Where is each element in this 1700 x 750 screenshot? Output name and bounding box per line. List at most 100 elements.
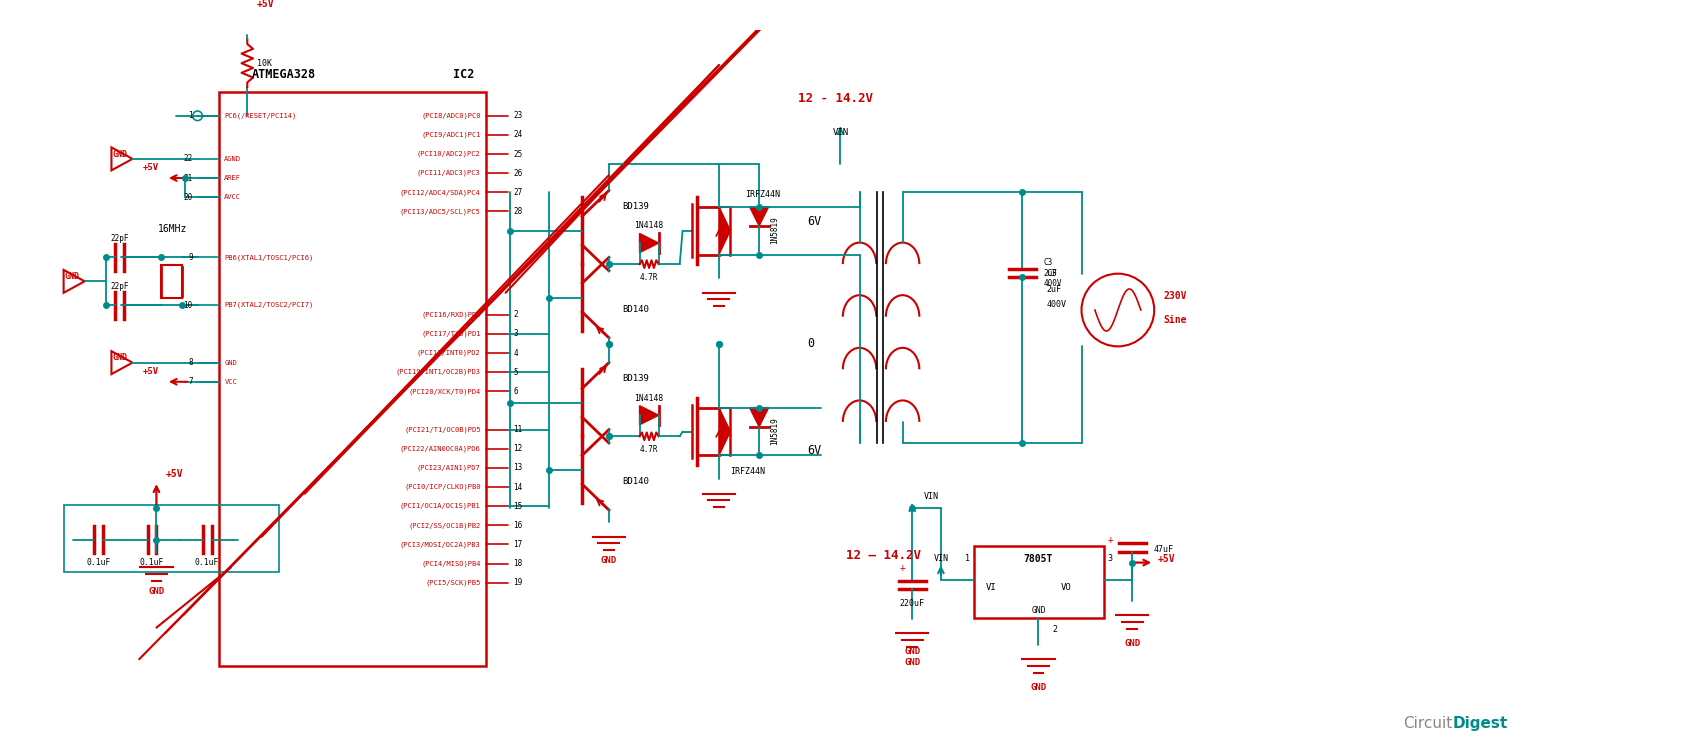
Text: 12 – 14.2V: 12 – 14.2V	[847, 550, 921, 562]
Text: (PCI5/SCK)PB5: (PCI5/SCK)PB5	[425, 580, 481, 586]
Text: GND: GND	[148, 586, 165, 596]
Text: 2: 2	[1052, 625, 1057, 634]
Text: 4.7R: 4.7R	[639, 273, 658, 282]
Text: BD139: BD139	[622, 202, 649, 211]
Text: 0.1uF: 0.1uF	[139, 558, 163, 567]
Text: (PCI3/MOSI/OC2A)PB3: (PCI3/MOSI/OC2A)PB3	[400, 542, 481, 548]
Text: (PCI19/INT1/OC2B)PD3: (PCI19/INT1/OC2B)PD3	[396, 369, 481, 376]
Text: 7: 7	[189, 377, 192, 386]
Text: 2uF: 2uF	[1046, 286, 1061, 295]
Text: GND: GND	[904, 658, 920, 667]
Text: 25: 25	[513, 149, 522, 158]
Text: 28: 28	[513, 207, 522, 216]
Text: 12 - 14.2V: 12 - 14.2V	[797, 92, 874, 105]
Text: 14: 14	[513, 482, 522, 491]
Text: +5V: +5V	[143, 164, 160, 172]
Text: 23: 23	[513, 111, 522, 120]
Text: GND: GND	[112, 353, 128, 362]
Polygon shape	[719, 407, 731, 455]
Text: 4.7R: 4.7R	[639, 446, 658, 454]
Text: +: +	[899, 563, 906, 573]
Text: 13: 13	[513, 464, 522, 472]
Text: (PCI22/AIN0OC0A)PD6: (PCI22/AIN0OC0A)PD6	[400, 446, 481, 452]
Text: (PCI9/ADC1)PC1: (PCI9/ADC1)PC1	[422, 132, 481, 138]
Text: 8: 8	[189, 358, 192, 368]
Text: 10: 10	[184, 301, 192, 310]
Text: (PCI1/OC1A/OC1S)PB1: (PCI1/OC1A/OC1S)PB1	[400, 503, 481, 509]
Text: GND: GND	[65, 272, 80, 281]
Text: 1: 1	[966, 554, 971, 563]
Text: 22pF: 22pF	[110, 281, 129, 290]
Text: 1N5819: 1N5819	[770, 217, 780, 244]
Text: 5: 5	[513, 368, 518, 376]
Text: 22: 22	[184, 154, 192, 164]
Text: 24: 24	[513, 130, 522, 140]
Text: IRFZ44N: IRFZ44N	[731, 467, 765, 476]
Text: 47uF: 47uF	[1153, 544, 1173, 554]
Text: VI: VI	[986, 583, 996, 592]
Text: (PCI16/RXD)PD0: (PCI16/RXD)PD0	[422, 311, 481, 318]
Polygon shape	[639, 233, 658, 253]
Text: (PCI11/ADC3)PC3: (PCI11/ADC3)PC3	[416, 170, 481, 176]
Text: 6V: 6V	[808, 444, 821, 458]
Bar	[219, 92, 486, 666]
Text: (PCI0/ICP/CLKO)PB0: (PCI0/ICP/CLKO)PB0	[405, 484, 481, 490]
Text: GND: GND	[224, 360, 236, 366]
Text: AREF: AREF	[224, 175, 241, 181]
Text: 9: 9	[189, 253, 192, 262]
Text: 1N4148: 1N4148	[634, 221, 663, 230]
Text: GND: GND	[904, 647, 920, 656]
Text: 15: 15	[513, 502, 522, 511]
Text: C3
2uF
400V: C3 2uF 400V	[1044, 258, 1062, 288]
Text: 3: 3	[1108, 554, 1114, 563]
Text: BD140: BD140	[622, 304, 649, 313]
Text: AGND: AGND	[224, 156, 241, 162]
Polygon shape	[719, 207, 731, 254]
Text: AVCC: AVCC	[224, 194, 241, 200]
Text: 27: 27	[513, 188, 522, 196]
Text: +5V: +5V	[257, 0, 274, 9]
Text: GND: GND	[1124, 640, 1141, 649]
Text: 11: 11	[513, 425, 522, 434]
Text: 16MHz: 16MHz	[158, 224, 187, 234]
Text: 6: 6	[513, 387, 518, 396]
Text: Circuit: Circuit	[1404, 716, 1453, 730]
Text: (PCI23/AIN1)PD7: (PCI23/AIN1)PD7	[416, 464, 481, 471]
Text: BD140: BD140	[622, 477, 649, 486]
Text: GND: GND	[1032, 606, 1045, 615]
Text: 20: 20	[184, 193, 192, 202]
Text: GND: GND	[1030, 683, 1047, 692]
Text: 4: 4	[513, 349, 518, 358]
Text: (PCI21/T1/OC0B)PD5: (PCI21/T1/OC0B)PD5	[405, 426, 481, 433]
Text: 220uF: 220uF	[899, 599, 925, 608]
Text: 12: 12	[513, 444, 522, 453]
Text: C3: C3	[1046, 269, 1057, 278]
Text: VIN: VIN	[833, 128, 848, 136]
Text: (PCI2/SS/OC1B)PB2: (PCI2/SS/OC1B)PB2	[408, 522, 481, 529]
Text: 1: 1	[189, 111, 192, 120]
Bar	[974, 546, 1103, 618]
Text: 26: 26	[513, 169, 522, 178]
Text: +: +	[1107, 535, 1114, 544]
Text: VIN: VIN	[923, 492, 938, 501]
Text: (PCI13/ADC5/SCL)PC5: (PCI13/ADC5/SCL)PC5	[400, 209, 481, 214]
Polygon shape	[750, 407, 768, 427]
Text: IRFZ44N: IRFZ44N	[745, 190, 780, 199]
Text: GND: GND	[112, 149, 128, 158]
Text: 16: 16	[513, 520, 522, 530]
Text: +5V: +5V	[1158, 554, 1176, 564]
Text: PC6(/RESET/PCI14): PC6(/RESET/PCI14)	[224, 112, 296, 119]
Text: (PCI12/ADC4/SDA)PC4: (PCI12/ADC4/SDA)PC4	[400, 189, 481, 196]
Text: 6V: 6V	[808, 214, 821, 227]
Text: 2: 2	[513, 310, 518, 320]
Polygon shape	[639, 406, 658, 424]
Text: BD139: BD139	[622, 374, 649, 383]
Text: (PCI18/INT0)PD2: (PCI18/INT0)PD2	[416, 350, 481, 356]
Text: 0.1uF: 0.1uF	[87, 558, 110, 567]
Bar	[63, 506, 279, 572]
Text: 1N4148: 1N4148	[634, 394, 663, 403]
Text: (PCI8/ADC0)PC0: (PCI8/ADC0)PC0	[422, 112, 481, 119]
Text: +5V: +5V	[143, 367, 160, 376]
Text: 1N5819: 1N5819	[770, 418, 780, 446]
Text: 21: 21	[184, 173, 192, 182]
